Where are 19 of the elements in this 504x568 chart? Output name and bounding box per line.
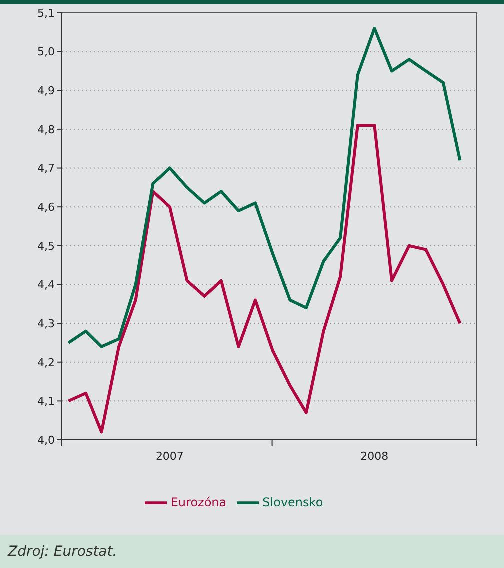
y-tick-label: 4,9 — [38, 84, 55, 98]
y-tick-label: 4,5 — [38, 240, 55, 253]
text: Zdroj: Eurostat. — [6, 543, 118, 560]
x-tick-label: 2007 — [156, 450, 184, 463]
y-tick-label: 4,8 — [38, 123, 55, 136]
x-tick-label: 2008 — [360, 450, 389, 463]
y-tick-label: 4,6 — [38, 200, 55, 214]
y-tick-label: 4,3 — [38, 317, 55, 330]
line-series — [67, 27, 462, 348]
legend-label: Eurozóna — [170, 495, 227, 510]
legend-label: Slovensko — [262, 495, 324, 510]
y-tick-label: 4,2 — [38, 356, 55, 370]
y-tick-label: 5,1 — [38, 6, 55, 20]
y-tick-label: 4,0 — [38, 434, 55, 447]
y-tick-label: 4,1 — [38, 395, 55, 408]
y-tick-label: 5,0 — [38, 46, 55, 59]
y-tick-label: 4,4 — [38, 278, 55, 292]
line-series — [67, 124, 462, 434]
y-tick-label: 4,7 — [38, 162, 55, 176]
